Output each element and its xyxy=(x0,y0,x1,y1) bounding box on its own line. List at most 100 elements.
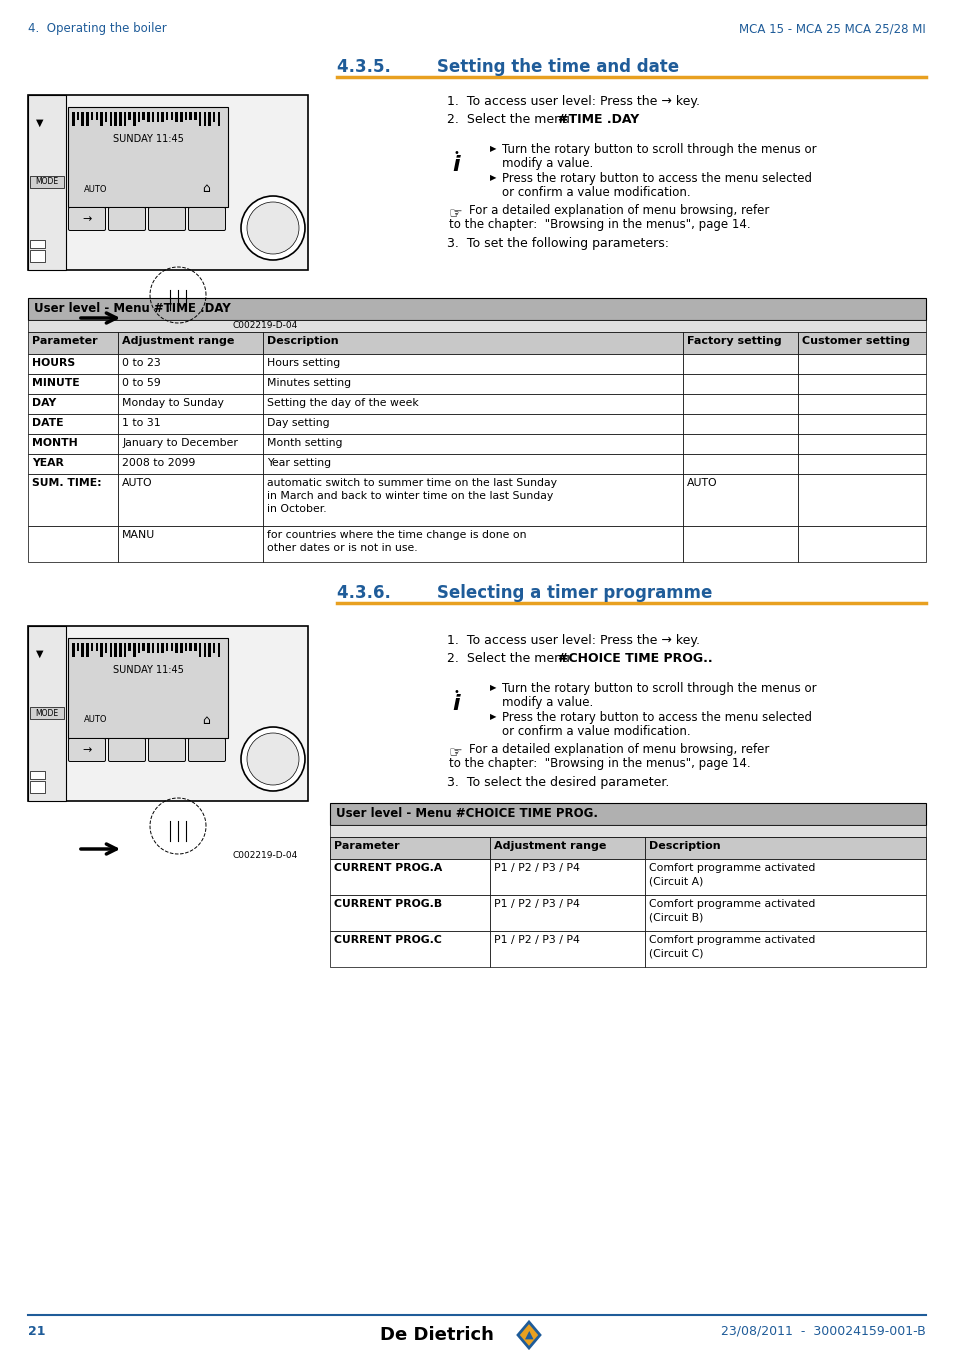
Text: DATE: DATE xyxy=(32,418,64,428)
Bar xyxy=(330,825,925,837)
Bar xyxy=(263,374,682,394)
Bar xyxy=(28,626,66,801)
Text: MONTH: MONTH xyxy=(32,437,77,448)
Text: modify a value.: modify a value. xyxy=(501,157,593,170)
Text: for countries where the time change is done on: for countries where the time change is d… xyxy=(267,531,526,540)
Bar xyxy=(118,374,263,394)
Text: Parameter: Parameter xyxy=(32,336,97,346)
FancyBboxPatch shape xyxy=(149,738,185,761)
Text: 0 to 23: 0 to 23 xyxy=(122,358,161,369)
Text: SUNDAY 11:45: SUNDAY 11:45 xyxy=(112,666,183,675)
Bar xyxy=(180,643,182,653)
Bar xyxy=(185,643,187,651)
Text: 4.3.6.        Selecting a timer programme: 4.3.6. Selecting a timer programme xyxy=(336,585,712,602)
Bar xyxy=(68,107,228,207)
Bar xyxy=(682,414,797,433)
FancyBboxPatch shape xyxy=(189,208,225,231)
Bar xyxy=(100,643,103,657)
Text: ⌂: ⌂ xyxy=(202,714,210,726)
Bar xyxy=(330,837,490,859)
Text: to the chapter:  "Browsing in the menus", page 14.: to the chapter: "Browsing in the menus",… xyxy=(449,757,750,769)
Bar xyxy=(30,782,45,792)
Text: #TIME .DAY: #TIME .DAY xyxy=(558,113,639,126)
Text: Setting the day of the week: Setting the day of the week xyxy=(267,398,418,408)
Text: to the chapter:  "Browsing in the menus", page 14.: to the chapter: "Browsing in the menus",… xyxy=(449,217,750,231)
Text: Adjustment range: Adjustment range xyxy=(122,336,234,346)
Bar xyxy=(105,112,108,122)
Text: Month setting: Month setting xyxy=(267,437,342,448)
Bar xyxy=(28,394,118,414)
Bar xyxy=(81,112,84,126)
Bar xyxy=(137,643,140,653)
Bar xyxy=(118,526,263,562)
Bar xyxy=(28,414,118,433)
Text: 3.  To select the desired parameter.: 3. To select the desired parameter. xyxy=(447,776,669,788)
Bar xyxy=(166,643,169,651)
Bar xyxy=(644,895,925,932)
Bar xyxy=(190,643,192,651)
Bar xyxy=(110,112,112,126)
Text: For a detailed explanation of menu browsing, refer: For a detailed explanation of menu brows… xyxy=(469,204,768,217)
Text: Turn the rotary button to scroll through the menus or: Turn the rotary button to scroll through… xyxy=(501,682,816,695)
Text: AUTO: AUTO xyxy=(122,478,152,487)
Bar xyxy=(152,112,154,122)
Text: in October.: in October. xyxy=(267,504,326,514)
Bar xyxy=(86,112,89,126)
Bar xyxy=(76,112,79,120)
Bar xyxy=(644,931,925,967)
Bar xyxy=(330,837,925,859)
Text: MCA 15 - MCA 25 MCA 25/28 MI: MCA 15 - MCA 25 MCA 25/28 MI xyxy=(739,22,925,35)
Text: (Circuit A): (Circuit A) xyxy=(648,878,702,887)
Text: DAY: DAY xyxy=(32,398,56,408)
Bar xyxy=(490,931,644,967)
Bar xyxy=(147,112,150,122)
Text: Monday to Sunday: Monday to Sunday xyxy=(122,398,224,408)
Text: 1 to 31: 1 to 31 xyxy=(122,418,160,428)
Bar xyxy=(28,298,925,320)
FancyBboxPatch shape xyxy=(109,208,146,231)
Text: MODE: MODE xyxy=(35,177,58,186)
Bar xyxy=(263,414,682,433)
Text: YEAR: YEAR xyxy=(32,458,64,468)
Text: ▶: ▶ xyxy=(490,711,496,721)
Text: 2008 to 2099: 2008 to 2099 xyxy=(122,458,195,468)
Text: For a detailed explanation of menu browsing, refer: For a detailed explanation of menu brows… xyxy=(469,743,768,756)
Text: P1 / P2 / P3 / P4: P1 / P2 / P3 / P4 xyxy=(494,936,579,945)
Text: other dates or is not in use.: other dates or is not in use. xyxy=(267,543,417,554)
Bar xyxy=(217,643,220,657)
Bar xyxy=(95,112,98,120)
Bar xyxy=(152,643,154,653)
Bar xyxy=(797,354,925,374)
FancyBboxPatch shape xyxy=(149,208,185,231)
Bar xyxy=(28,320,925,332)
Bar xyxy=(81,643,84,657)
FancyBboxPatch shape xyxy=(109,738,146,761)
Bar xyxy=(194,112,196,120)
Bar xyxy=(28,433,118,454)
Bar xyxy=(490,895,644,932)
Bar xyxy=(71,112,74,126)
Bar xyxy=(137,112,140,122)
Bar xyxy=(180,112,182,122)
Bar xyxy=(142,112,145,120)
Bar xyxy=(175,643,177,653)
Bar xyxy=(28,332,118,354)
Bar xyxy=(171,643,173,651)
Bar xyxy=(30,707,64,720)
Text: MODE: MODE xyxy=(35,709,58,717)
Bar xyxy=(118,414,263,433)
Circle shape xyxy=(241,728,305,791)
Text: 2.  Select the menu: 2. Select the menu xyxy=(447,113,574,126)
Bar xyxy=(190,112,192,120)
Bar xyxy=(797,414,925,433)
Polygon shape xyxy=(517,1322,539,1349)
Text: Minutes setting: Minutes setting xyxy=(267,378,351,387)
Bar xyxy=(682,433,797,454)
Bar xyxy=(118,394,263,414)
Bar xyxy=(797,474,925,526)
Text: Description: Description xyxy=(648,841,720,850)
Bar xyxy=(118,433,263,454)
Bar xyxy=(198,643,201,657)
Bar xyxy=(71,643,74,657)
Text: AUTO: AUTO xyxy=(686,478,717,487)
